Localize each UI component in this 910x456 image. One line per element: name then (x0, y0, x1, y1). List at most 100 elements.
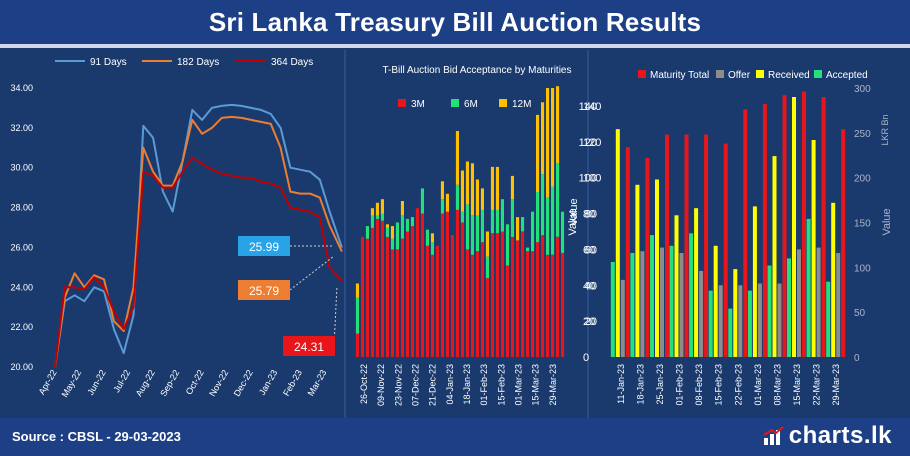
stacked-bar-segment (375, 202, 379, 216)
y2-tick-label: 0 (854, 353, 860, 364)
y-tick-label: 20.00 (10, 362, 33, 372)
stacked-bar-segment (450, 235, 454, 357)
stacked-bar-segment (475, 215, 479, 252)
yield-series (54, 103, 343, 368)
stacked-bar-segment (546, 254, 550, 357)
series-line (54, 115, 343, 368)
grouped-bar (797, 249, 801, 357)
legend-swatch-received (756, 70, 764, 78)
stacked-bar-segment (556, 86, 560, 164)
stacked-bar-segment (561, 253, 565, 357)
stacked-bar-segment (455, 131, 459, 185)
stacked-bar-segment (425, 229, 429, 246)
stacked-bar-segment (400, 238, 404, 357)
x-tick-label: 29-Mar-23 (548, 364, 558, 406)
y-tick-label: 20 (583, 316, 595, 328)
stacked-bar-segment (385, 236, 389, 357)
auction-summary-y2-label: LKR Bn (880, 114, 890, 145)
stacked-bar-segment (541, 174, 545, 236)
stacked-bar-segment (551, 88, 555, 187)
x-tick-label: 15-Feb-23 (496, 364, 506, 406)
legend-label-3m: 3M (411, 99, 425, 110)
grouped-bar (665, 134, 669, 357)
bid-acceptance-bars (355, 86, 565, 357)
auction-summary-legend: Maturity Total Offer Received Accepted (638, 70, 868, 81)
stacked-bar-segment (380, 213, 384, 221)
stacked-bar-segment (385, 227, 389, 237)
stacked-bar-segment (526, 251, 530, 357)
stacked-bar-segment (370, 208, 374, 216)
grouped-bar (802, 91, 806, 357)
legend-swatch-12m (499, 99, 507, 107)
stacked-bar-segment (531, 251, 535, 357)
stacked-bar-segment (510, 175, 514, 200)
stacked-bar-segment (410, 226, 414, 357)
x-tick-label: Jan-23 (257, 368, 279, 397)
y-tick-label: 34.00 (10, 83, 33, 93)
x-tick-label: 08-Feb-23 (694, 364, 704, 406)
callout-box-91 (238, 236, 290, 256)
stacked-bar-segment (465, 161, 469, 205)
legend-label-91: 91 Days (90, 57, 127, 68)
x-tick-label: Sep-22 (158, 368, 181, 398)
yield-y-axis: 20.00 22.00 24.00 26.00 28.00 30.00 32.00 34.00 (10, 83, 33, 372)
callout-box-364 (283, 336, 335, 356)
y2-tick-label: 100 (854, 263, 871, 274)
stacked-bar-segment (465, 249, 469, 357)
x-tick-label: 26-Oct-22 (359, 364, 369, 404)
grouped-bar (787, 258, 791, 357)
stacked-bar-segment (390, 249, 394, 357)
grouped-bar (620, 279, 625, 357)
yield-line-chart: 91 Days 182 Days 364 Days 20.00 22.00 24.0… (10, 57, 343, 399)
x-tick-label: Dec-22 (232, 368, 255, 398)
stacked-bar-segment (480, 242, 484, 357)
y-tick-label: 60 (585, 244, 597, 256)
stacked-bar-segment (380, 220, 384, 357)
grouped-bar (718, 285, 723, 357)
grouped-bar (841, 129, 846, 357)
stacked-bar-segment (516, 217, 520, 241)
legend-label-6m: 6M (464, 99, 478, 110)
x-tick-label: Apr-22 (37, 368, 59, 396)
grouped-bar (733, 269, 738, 357)
x-tick-label: 18-Jan-23 (635, 364, 645, 405)
x-tick-label: 15-Mar-23 (531, 364, 541, 406)
grouped-bar (782, 95, 787, 357)
stacked-bar-segment (495, 166, 499, 210)
stacked-bar-segment (500, 231, 504, 357)
x-tick-label: 15-Feb-23 (714, 364, 724, 406)
y-tick-label: 32.00 (10, 123, 33, 133)
stacked-bar-segment (536, 192, 540, 243)
y-tick-label: 60 (583, 244, 595, 256)
stacked-bar-segment (485, 231, 489, 257)
grouped-bar (762, 104, 767, 357)
source-label: Source : CBSL - 29-03-2023 (12, 429, 181, 444)
y-tick-label: 80 (583, 209, 595, 221)
x-tick-label: 07-Dec-22 (411, 364, 421, 406)
stacked-bar-segment (435, 245, 439, 357)
y-tick-label: 140 (583, 101, 601, 113)
stacked-bar-segment (495, 233, 499, 357)
y-tick-label: 22.00 (10, 322, 33, 332)
brand-logo[interactable]: charts.lk (763, 422, 892, 450)
stacked-bar-segment (440, 199, 444, 214)
legend-label-182: 182 Days (177, 57, 219, 68)
y-tick-label: 100 (583, 173, 601, 185)
legend-label-maturity: Maturity Total (650, 70, 709, 81)
yield-legend: 91 Days 182 Days 364 Days (55, 57, 313, 68)
stacked-bar-segment (400, 215, 404, 239)
legend-label-364: 364 Days (271, 57, 313, 68)
stacked-bar-segment (385, 224, 389, 228)
grouped-bar (640, 251, 645, 357)
x-tick-label: 04-Jan-23 (445, 364, 455, 405)
grouped-bar (704, 134, 709, 357)
stacked-bar-segment (365, 238, 369, 357)
x-tick-label: 08-Mar-23 (772, 364, 782, 406)
callout-182-value: 25.79 (249, 284, 279, 298)
y-tick-label: 120 (579, 137, 597, 149)
charts-canvas: 91 Days 182 Days 364 Days 20.00 22.00 24.0… (10, 50, 893, 418)
chart-area: 91 Days 182 Days 364 Days 20.00 22.00 24.0… (0, 48, 910, 418)
stacked-bar-segment (521, 231, 525, 357)
legend-label-received: Received (768, 70, 810, 81)
x-tick-label: 18-Jan-23 (462, 364, 472, 405)
